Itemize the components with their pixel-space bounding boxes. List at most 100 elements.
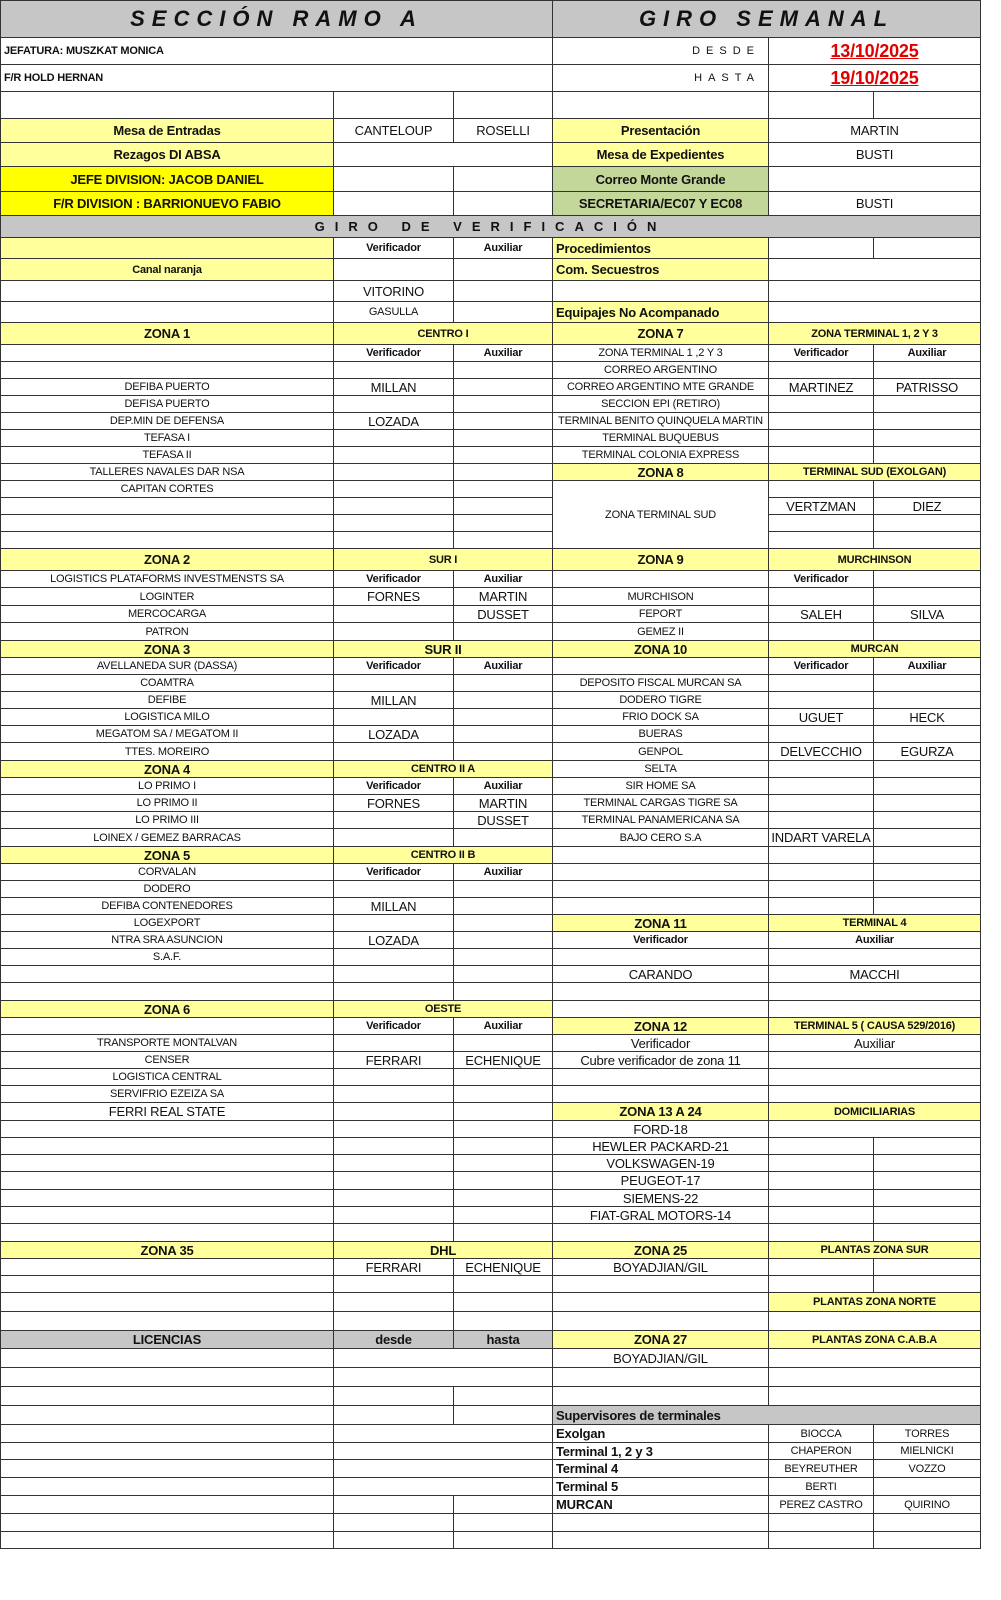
cell: VOLKSWAGEN-19 (552, 1154, 769, 1172)
cell (552, 280, 769, 302)
cell: LOZADA (333, 725, 454, 743)
cell (453, 1531, 553, 1549)
cell (453, 725, 553, 743)
cell (453, 1154, 553, 1172)
cell (0, 1017, 334, 1035)
zone-label: ZONA 9 (552, 548, 769, 571)
cell: INDART VARELA (768, 828, 874, 847)
cell (333, 91, 454, 119)
cell (873, 674, 981, 692)
cell (333, 828, 454, 847)
cell (333, 429, 454, 447)
cell (333, 191, 454, 216)
cell (0, 982, 334, 1001)
cell: DEP.MIN DE DEFENSA (0, 412, 334, 430)
cell (453, 880, 553, 898)
zone-label: ZONA 6 (0, 1000, 334, 1018)
cell (873, 1513, 981, 1532)
cell (552, 1000, 769, 1018)
cell: DODERO (0, 880, 334, 898)
cell (0, 344, 334, 362)
cell (768, 301, 981, 323)
zone-label: CENTRO I (333, 322, 553, 345)
cell (873, 880, 981, 898)
zone-label: TERMINAL 4 (768, 914, 981, 932)
cell (453, 828, 553, 847)
cell (453, 91, 553, 119)
cell (333, 674, 454, 692)
cell (0, 965, 334, 983)
cell (552, 948, 769, 966)
cell (333, 1085, 454, 1103)
cell (333, 395, 454, 413)
cell (333, 361, 454, 379)
cell: SELTA (552, 760, 769, 778)
cell (333, 497, 454, 515)
cell (453, 742, 553, 761)
cell (453, 691, 553, 709)
cell (333, 1513, 454, 1532)
cell: PATRON (0, 622, 334, 641)
cell: CORREO ARGENTINO (552, 361, 769, 379)
cell (768, 395, 874, 413)
cell (453, 1223, 553, 1242)
zone-label: CENTRO II B (333, 846, 553, 864)
cell: TRANSPORTE MONTALVAN (0, 1034, 334, 1052)
cell (333, 1386, 454, 1406)
cell (873, 91, 981, 119)
cell (333, 914, 454, 932)
cell (768, 1206, 874, 1224)
cell (333, 1311, 454, 1331)
cell (453, 1102, 553, 1121)
cell: LO PRIMO III (0, 811, 334, 829)
cell (768, 674, 874, 692)
cell (768, 1171, 874, 1190)
date-value: 13/10/2025 (768, 37, 981, 65)
cell (0, 514, 334, 532)
cell: HECK (873, 708, 981, 726)
cell: ZONA TERMINAL SUD (552, 480, 769, 549)
cell (768, 1000, 981, 1018)
cell (0, 1424, 334, 1443)
cell: PEREZ CASTRO (768, 1495, 874, 1514)
cell (453, 622, 553, 641)
cell: DUSSET (453, 605, 553, 623)
cell (0, 1171, 334, 1190)
cell (333, 480, 454, 498)
cell (453, 1311, 553, 1331)
cell (0, 1367, 334, 1387)
cell: Auxiliar (453, 657, 553, 675)
zone-label: ZONA 7 (552, 322, 769, 345)
cell: TERMINAL PANAMERICANA SA (552, 811, 769, 829)
cell (453, 948, 553, 966)
cell (873, 1171, 981, 1190)
cell (873, 897, 981, 915)
cell (552, 880, 769, 898)
cell: TEFASA II (0, 446, 334, 464)
cell: Verificador (333, 237, 454, 259)
cell (333, 1367, 553, 1387)
cell: Terminal 4 (552, 1459, 769, 1478)
cell: Verificador (552, 1034, 769, 1052)
cell (0, 1120, 334, 1138)
cell: NTRA SRA ASUNCION (0, 931, 334, 949)
cell (333, 258, 454, 281)
cell: Verificador (333, 570, 454, 588)
cell (873, 760, 981, 778)
cell: Auxiliar (768, 1034, 981, 1052)
cell (333, 1034, 454, 1052)
cell (768, 1137, 874, 1155)
cell (333, 531, 454, 549)
cell: GEMEZ II (552, 622, 769, 641)
cell (333, 948, 454, 966)
cell: Verificador (768, 570, 874, 588)
cell (453, 480, 553, 498)
zone-label: ZONA 10 (552, 640, 769, 658)
cell: DEFIBA PUERTO (0, 378, 334, 396)
cell (552, 897, 769, 915)
cell (768, 846, 874, 864)
cell (873, 622, 981, 641)
cell: COAMTRA (0, 674, 334, 692)
cell: VITORINO (333, 280, 454, 302)
